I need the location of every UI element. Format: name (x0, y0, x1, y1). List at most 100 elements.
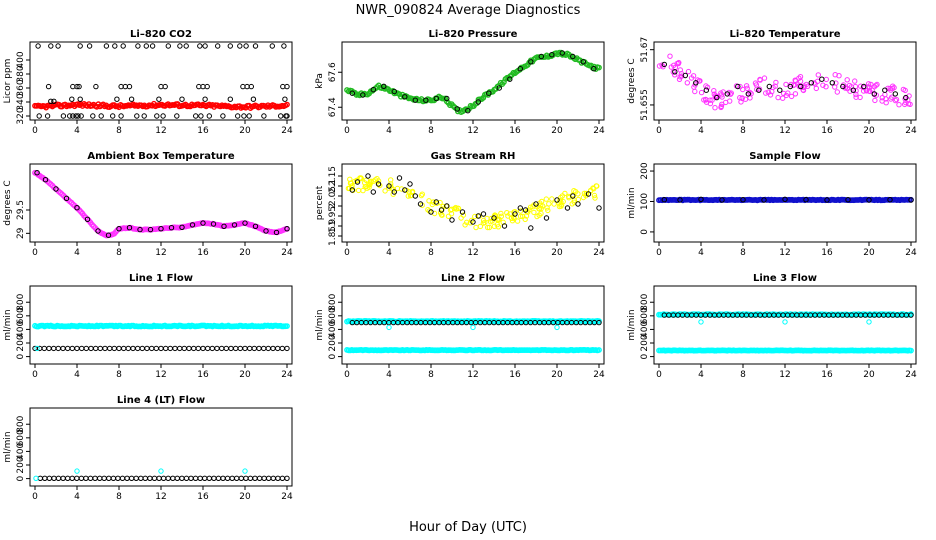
data-point (453, 204, 459, 211)
data-point (412, 193, 418, 199)
data-point (543, 215, 550, 221)
x-tick-label: 16 (197, 492, 209, 502)
data-point (792, 91, 799, 97)
data-point (405, 193, 411, 199)
y-tick-label: 200 (16, 334, 26, 351)
data-point (684, 80, 690, 86)
y-tick-label: 200 (640, 334, 650, 351)
data-point (573, 189, 579, 195)
data-point (858, 83, 864, 89)
y-axis-label: ml/min (627, 187, 637, 218)
data-point (124, 475, 130, 481)
data-point (281, 43, 287, 49)
data-point (874, 81, 880, 88)
data-point (252, 475, 258, 481)
data-point (90, 113, 96, 119)
y-axis-label: ml/min (315, 309, 325, 340)
series-flow-cyan (33, 468, 248, 481)
y-tick-label: 1.95 (328, 206, 338, 226)
data-point (248, 83, 255, 90)
data-point (517, 205, 523, 211)
x-tick-label: 0 (656, 248, 662, 258)
data-point (470, 324, 476, 331)
x-tick-label: 4 (698, 248, 704, 258)
data-point (433, 199, 439, 205)
panel-6: Sample Flow ml/min 0 4 8 12 16 20 24 0 100 200 (627, 151, 917, 258)
data-point (661, 61, 667, 68)
data-point (674, 60, 680, 67)
data-point (247, 475, 254, 481)
data-point (251, 345, 258, 352)
data-point (559, 50, 565, 56)
panel-title: Sample Flow (749, 151, 821, 162)
data-point (472, 213, 478, 220)
data-point (107, 345, 113, 352)
y-axis-label: percent (315, 185, 325, 220)
x-tick-label: 16 (821, 248, 833, 258)
data-point (531, 209, 537, 216)
data-point (528, 225, 534, 231)
data-point (195, 345, 202, 352)
x-tick-label: 12 (155, 492, 166, 502)
y-tick-label: 600 (640, 307, 650, 324)
data-point (803, 197, 809, 203)
panel-7: Line 1 Flow ml/min 0 4 8 12 16 20 24 0 20040060080… (3, 273, 293, 380)
data-point (192, 475, 199, 481)
data-point (718, 103, 725, 110)
data-point (871, 91, 877, 97)
data-point (200, 345, 206, 352)
x-tick-label: 8 (116, 370, 122, 380)
data-point (284, 475, 290, 481)
data-point (727, 91, 734, 97)
data-point (193, 113, 199, 119)
data-point (105, 232, 112, 238)
x-tick-label: 0 (344, 126, 350, 136)
data-point (524, 208, 530, 215)
data-point (889, 94, 895, 100)
data-point (51, 345, 57, 352)
x-tick-label: 16 (509, 248, 521, 258)
data-point (892, 97, 899, 104)
data-point (398, 186, 405, 192)
panel-8: Line 2 Flow ml/min 0 4 8 12 16 20 24 0 20040060080… (315, 273, 605, 380)
data-point (374, 176, 380, 182)
data-point (74, 83, 80, 90)
panel-2: Li–820 Pressure kPa 0 4 8 12 16 20 24 67.4 67.6 (315, 29, 605, 136)
data-point (908, 312, 914, 318)
data-point (834, 89, 840, 95)
data-point (69, 96, 75, 102)
data-point (156, 475, 162, 481)
data-point (284, 83, 290, 90)
data-point (412, 97, 418, 103)
y-tick-label: 360 (16, 79, 26, 96)
x-tick-label: 4 (698, 370, 704, 380)
data-point (158, 226, 164, 232)
data-point (580, 59, 586, 65)
data-point (181, 345, 188, 352)
data-point (488, 215, 494, 222)
data-point (585, 191, 592, 197)
data-point (261, 113, 267, 119)
x-tick-label: 16 (197, 248, 209, 258)
x-tick-label: 24 (281, 492, 293, 502)
data-point (486, 90, 492, 96)
data-point (449, 217, 455, 223)
y-axis-label: ml/min (3, 309, 13, 340)
data-point (853, 94, 859, 100)
data-point (868, 81, 874, 88)
data-point (242, 220, 248, 226)
data-point (813, 85, 819, 92)
data-point (438, 207, 445, 213)
y-tick-label: 340 (16, 93, 26, 110)
data-point (797, 74, 804, 80)
data-point (386, 324, 392, 331)
data-point (698, 319, 704, 325)
data-point (596, 319, 602, 326)
data-point (270, 345, 276, 352)
data-point (60, 113, 67, 119)
data-point (528, 59, 534, 65)
figure-title: NWR_090824 Average Diagnostics (356, 3, 581, 18)
data-point (437, 210, 444, 216)
data-point (866, 319, 872, 325)
x-tick-label: 8 (740, 248, 746, 258)
